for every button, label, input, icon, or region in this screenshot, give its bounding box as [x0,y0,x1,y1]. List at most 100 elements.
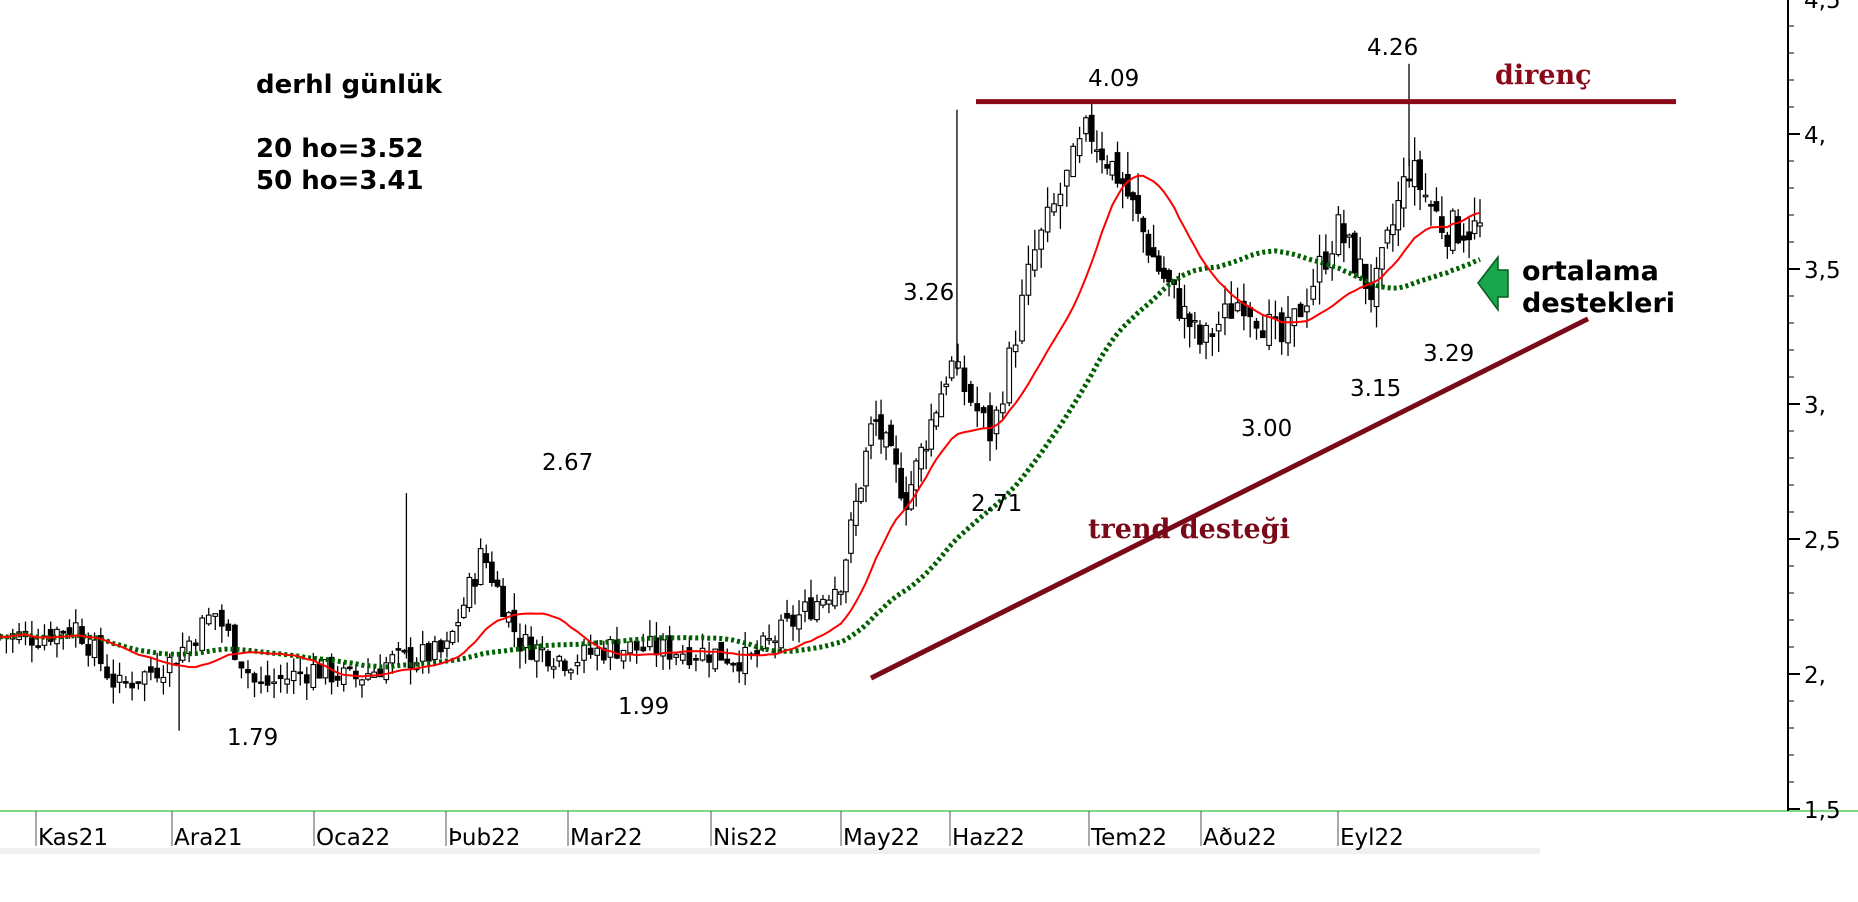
candle-down [1088,114,1095,142]
candle-down [154,667,160,679]
candle-down [316,663,323,679]
candle-down [562,660,568,672]
candle-down [251,673,258,683]
x-tick-label: Haz22 [952,825,1025,851]
candle-down [736,662,743,672]
candle-down [264,675,271,686]
candle-down [395,648,402,651]
candle-down [297,671,304,675]
candle-up [627,641,633,654]
candle-down [85,643,92,656]
candle-up [908,484,915,510]
candle-down [640,646,647,652]
price-labels: 2.67 1.79 1.99 3.26 2.71 4.09 4.26 3.00 3.15 3.29 [227,35,1474,751]
x-tick-label: Kas21 [38,825,108,851]
x-tick-label: Oca22 [316,825,390,851]
y-tick-label: 2,5 [1804,528,1841,554]
candle-up [1203,324,1209,343]
candle-up [1291,308,1298,327]
candle-up [1266,313,1272,346]
candle-down [888,424,894,447]
candle-up [141,671,148,685]
candle-up [594,647,601,656]
candle-down [1351,232,1358,274]
candle-up [848,519,854,554]
candle-up [1422,194,1429,198]
candle-up [91,639,98,659]
y-tick-label: 3,5 [1804,258,1841,284]
candle-down [693,658,699,661]
candle-down [66,627,73,636]
candle-up [923,448,930,452]
candle-up [948,360,955,379]
candle-up [449,630,456,644]
ma-support-label-line2: destekleri [1522,288,1675,319]
candle-down [1340,223,1347,244]
ma50-label: 50 ho=3.41 [256,166,424,196]
candle-up [1051,203,1057,213]
candle-up [1191,319,1198,323]
candle-up [938,393,945,418]
candle-up [660,639,666,657]
candle-up [116,674,123,683]
candle-down [653,637,660,656]
candle-down [1362,263,1369,289]
candle-down [1406,178,1413,182]
candle-up [1471,220,1478,235]
candle-up [160,676,167,684]
candle-down [517,637,523,652]
candle-up [1063,169,1070,187]
price-label: 2.67 [542,450,593,476]
candle-down [258,681,264,685]
candle-up [1070,145,1077,178]
candle-down [961,367,968,392]
candle-down [1161,267,1167,279]
candle-up [1400,176,1407,209]
y-tick-label: 2, [1804,663,1826,689]
candle-up [814,601,820,621]
candle-up [1285,316,1291,344]
candle-down [666,635,673,660]
candle-down [633,640,640,651]
candle-up [1395,199,1402,231]
candle-up [1083,117,1089,135]
y-tick-label: 4, [1804,123,1826,149]
candle-up [1019,294,1025,342]
candle-up [1181,305,1188,319]
candle-up [271,681,277,684]
candle-down [303,674,310,684]
candle-up [772,640,778,644]
candle-up [212,613,219,617]
candle-up [928,419,935,450]
candle-down [1209,333,1216,337]
candle-down [587,647,594,655]
candle-down [1135,194,1141,214]
candle-up [199,617,206,652]
price-label: 1.79 [227,725,278,751]
price-label: 4.09 [1088,66,1139,92]
candle-down [1439,216,1445,233]
candle-up [477,548,484,586]
candle-down [425,642,432,662]
price-label: 2.71 [971,491,1022,517]
ma20-path [0,174,1481,678]
candle-down [893,448,899,465]
candle-up [533,644,540,662]
candle-down [545,650,551,667]
candle-up [832,588,838,607]
candle-down [472,579,478,587]
ma20-label: 20 ho=3.52 [256,134,424,164]
candle-down [1176,288,1183,319]
candle-up [933,412,940,427]
candle-down [784,612,790,619]
candle-up [432,641,438,661]
support-arrow-icon [1477,254,1509,313]
candle-up [853,500,859,526]
x-tick-label: Tem22 [1090,825,1167,851]
candle-down [489,561,495,584]
candle-up [1012,344,1019,353]
candle-up [1304,305,1310,313]
candle-down [494,579,501,587]
